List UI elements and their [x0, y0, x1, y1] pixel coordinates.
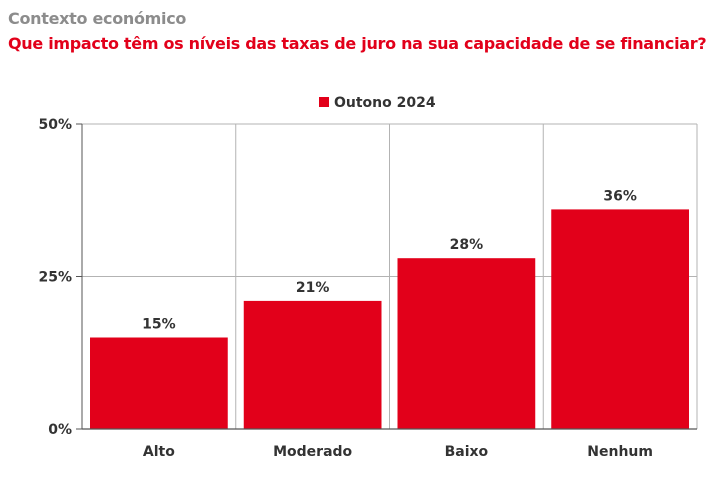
x-category-label: Nenhum — [587, 444, 653, 460]
chart-headline: Que impacto têm os níveis das taxas de j… — [8, 34, 707, 53]
data-label: 28% — [450, 237, 484, 253]
data-label: 21% — [296, 280, 330, 296]
x-category-label: Baixo — [445, 444, 489, 460]
y-tick-label: 50% — [38, 117, 72, 133]
data-label: 15% — [142, 317, 176, 333]
y-tick-label: 25% — [38, 270, 72, 286]
legend-swatch — [319, 97, 329, 107]
data-label: 36% — [603, 188, 637, 204]
bar-alto — [90, 337, 228, 429]
chart-kicker: Contexto económico — [8, 9, 187, 28]
x-category-label: Moderado — [273, 444, 352, 460]
x-category-label: Alto — [143, 444, 175, 460]
legend-label: Outono 2024 — [334, 95, 436, 111]
bar-nenhum — [551, 209, 689, 429]
bar-baixo — [397, 258, 536, 429]
bar-moderado — [243, 300, 382, 429]
y-tick-label: 0% — [48, 422, 72, 438]
